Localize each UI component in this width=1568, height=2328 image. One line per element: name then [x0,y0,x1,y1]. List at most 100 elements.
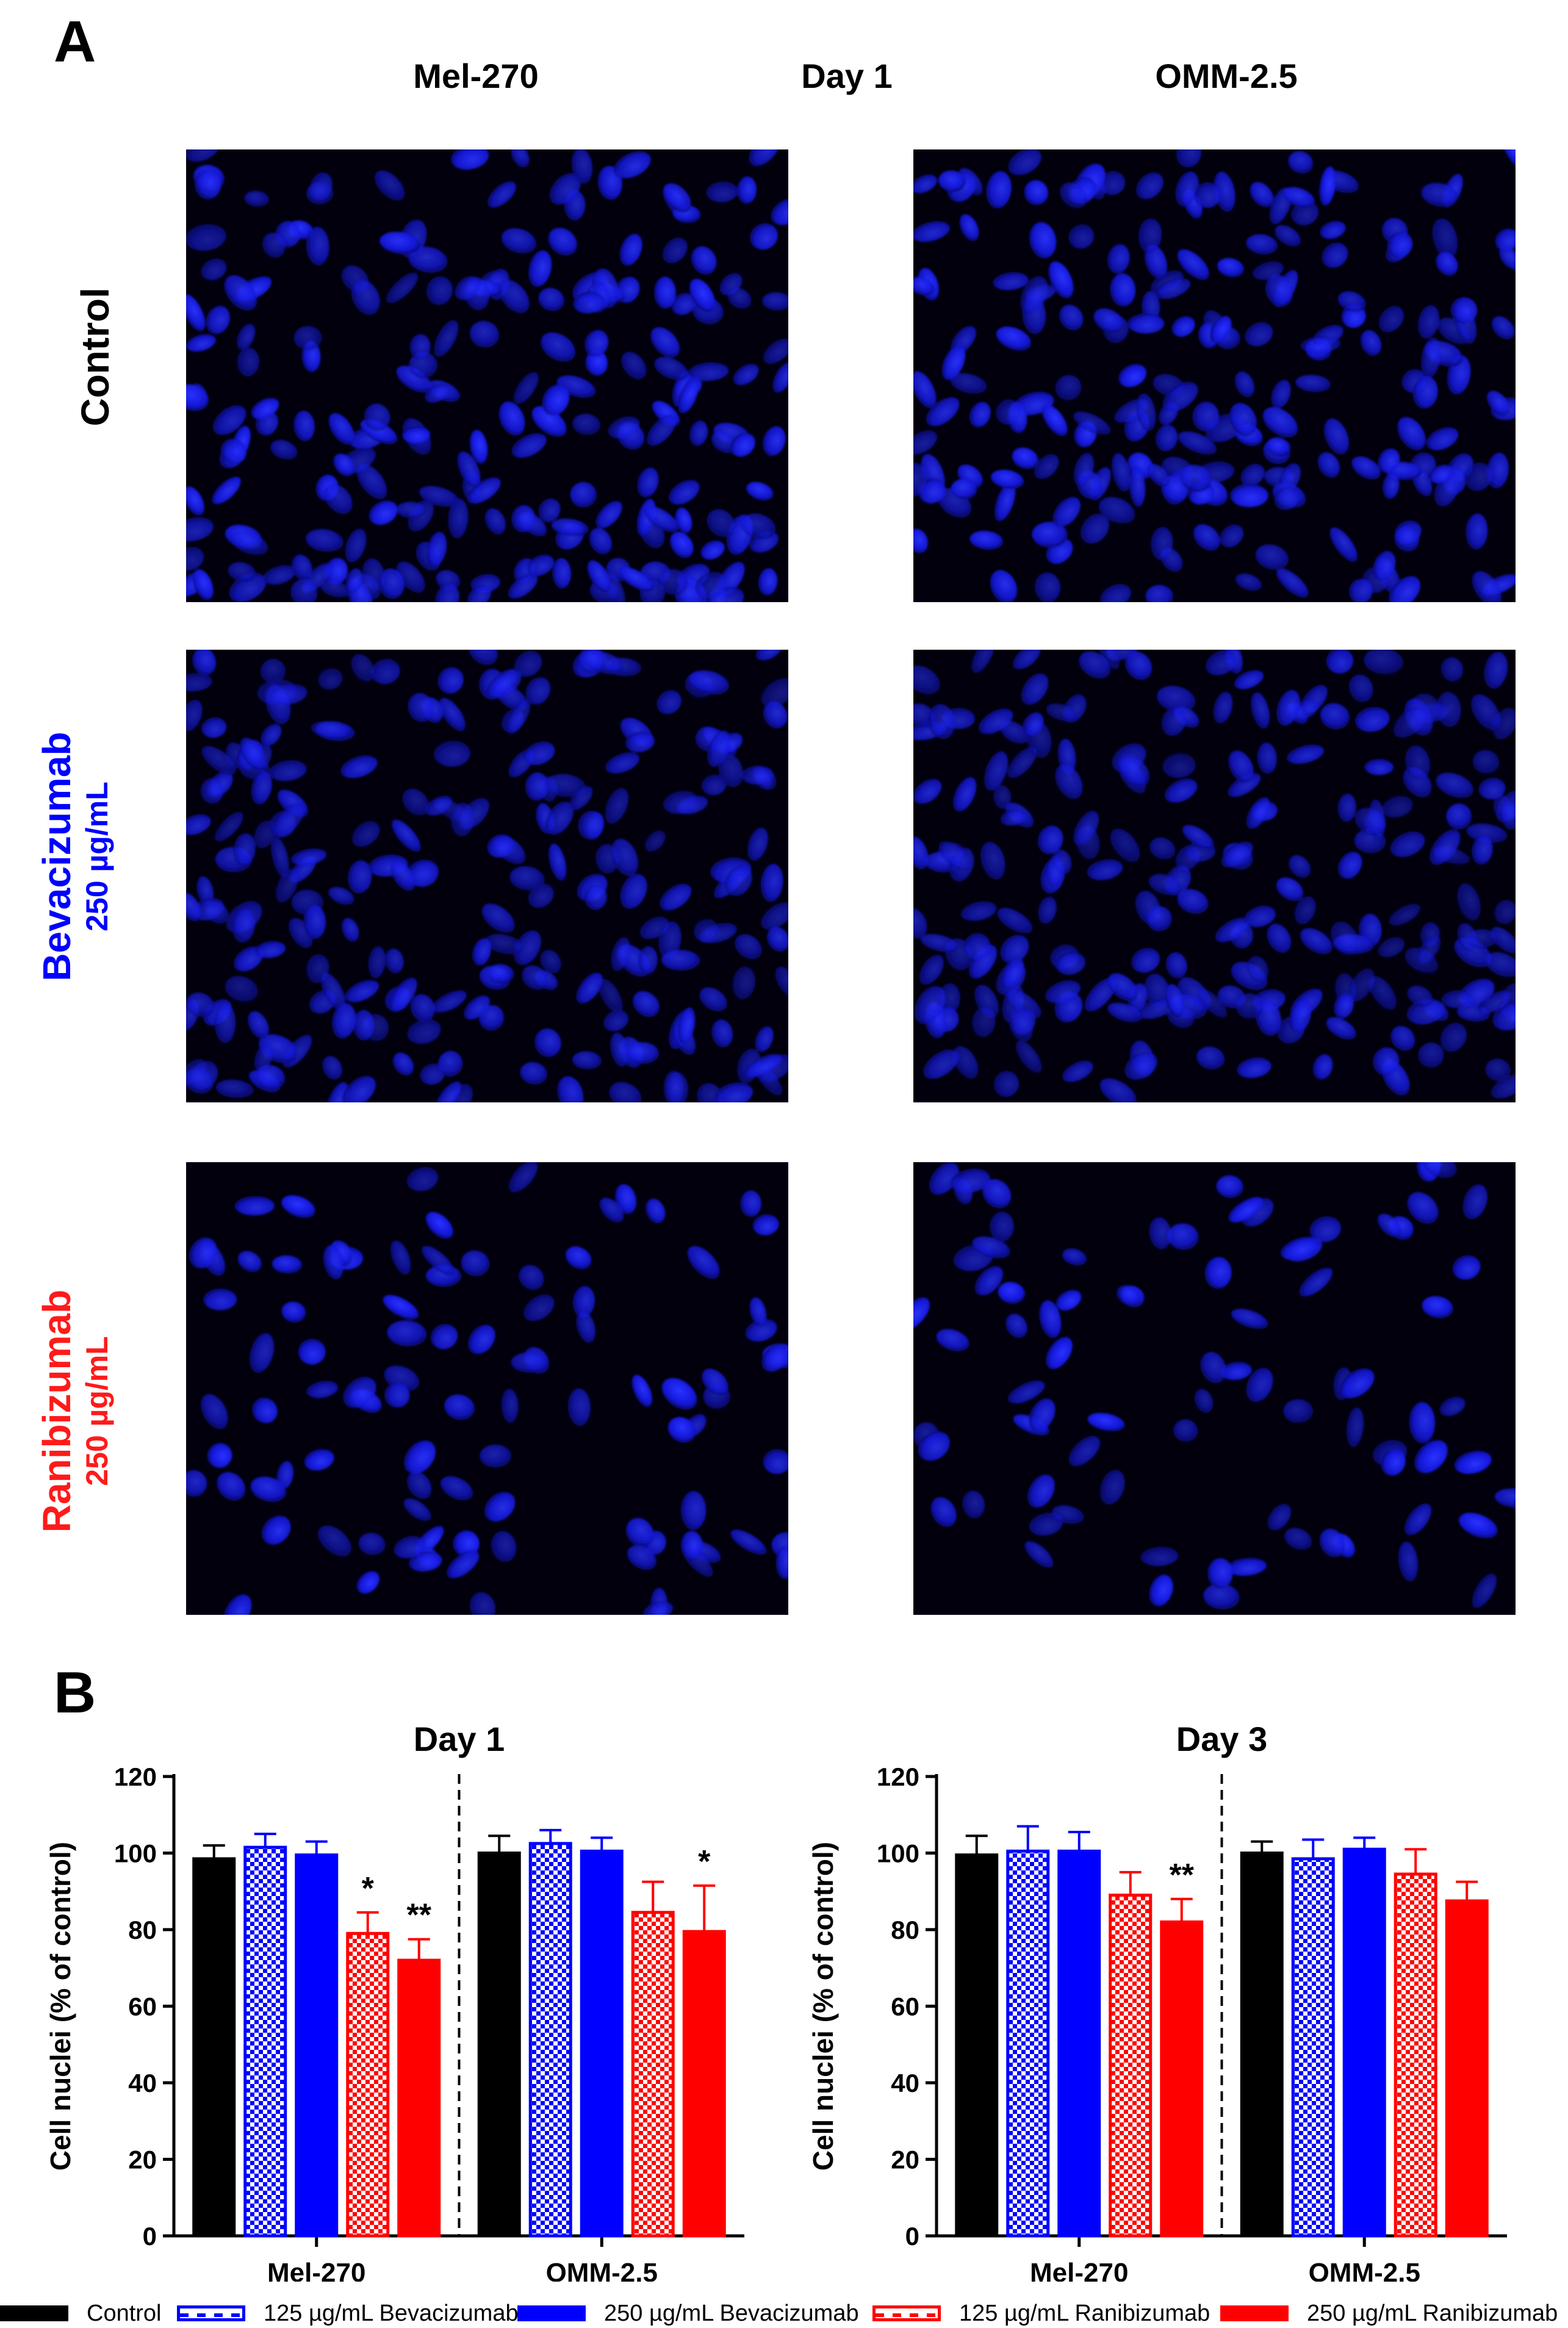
nucleus [384,948,404,974]
nucleus [1329,527,1358,562]
nucleus [1252,261,1284,280]
nucleus [974,1266,1003,1296]
nucleus [761,1345,788,1372]
nucleus [1394,526,1420,552]
nucleus [994,482,1016,522]
nucleus [1337,851,1362,879]
nucleus [186,1068,214,1094]
nucleus [732,966,756,1000]
panel-a-letter: A [54,9,96,74]
nucleus [971,1007,996,1038]
nucleus [1267,924,1292,954]
nucleus [661,949,700,971]
nucleus [578,650,606,674]
nucleus [625,731,655,753]
nucleus [1295,375,1331,393]
nucleus [328,886,354,905]
nucleus [1439,1396,1466,1417]
nucleus [1387,231,1413,258]
nucleus [631,1374,653,1407]
nucleus [1250,182,1274,207]
nucleus [1228,750,1254,783]
nucleus [668,480,700,505]
nucleus [1062,1060,1093,1082]
nucleus [472,938,491,966]
nucleus [232,909,256,943]
nucleus [1288,151,1314,174]
nucleus [741,513,776,539]
nucleus [186,892,201,922]
legend-swatch-bev250 [517,2305,586,2321]
nucleus [557,1076,584,1102]
nucleus [991,469,1024,489]
nucleus [962,1490,985,1519]
x-tick-label: OMM-2.5 [1309,2258,1420,2282]
nucleus [619,234,642,266]
nucleus [993,785,1012,810]
nucleus [306,182,334,205]
bar [1394,1872,1437,2238]
nucleus [506,699,531,735]
nucleus [1429,829,1461,865]
nucleus [478,1005,505,1031]
nucleus [422,1246,455,1276]
nucleus [1502,149,1516,170]
nucleus [522,965,548,991]
nucleus [237,1251,262,1273]
nucleus [570,482,597,508]
nucleus [1388,904,1420,926]
nucleus [1406,998,1445,1025]
nucleus [328,413,354,445]
nucleus [1110,828,1140,863]
nucleus [451,149,489,170]
nucleus [576,1310,596,1343]
nucleus [268,760,307,781]
nucleus [1398,1541,1419,1582]
nucleus [969,530,1004,550]
nucleus [1246,956,1269,983]
nucleus [1178,431,1217,455]
nucleus [1289,998,1312,1033]
nucleus [351,279,380,315]
nucleus [1068,224,1095,249]
nucleus [420,1063,445,1085]
nucleus [740,1190,761,1217]
nucleus [1348,968,1375,1002]
nucleus [541,332,576,362]
nucleus [660,883,692,911]
nucleus [1293,896,1316,925]
nucleus [730,433,755,457]
nucleus [1150,526,1173,561]
nucleus [186,699,203,731]
nucleus [1267,1503,1292,1531]
nucleus [1192,401,1220,432]
nucleus [514,650,542,677]
nucleus [520,1062,548,1085]
nucleus [542,384,570,415]
nucleus [247,1011,269,1039]
nucleus [1346,1407,1364,1448]
nucleus [755,650,783,661]
nucleus [913,703,935,728]
nucleus [587,560,611,593]
nucleus [1262,407,1298,438]
nucleus [1029,1398,1056,1432]
nucleus [658,921,682,959]
nucleus [407,1018,441,1044]
nucleus [304,1449,334,1471]
nucleus [402,788,430,816]
x-tick-label: Mel-270 [267,2258,365,2282]
nucleus [402,426,431,444]
nucleus [320,580,351,598]
y-tick-label: 0 [905,2222,919,2251]
nucleus [425,384,450,403]
nucleus [1478,777,1506,800]
nucleus [637,467,659,498]
column-header-mel270: Mel-270 [413,57,539,95]
nucleus [1323,419,1349,455]
nucleus [1155,278,1191,300]
nucleus [724,865,752,896]
nucleus [469,429,488,464]
nucleus [1118,364,1147,387]
bar [192,1857,236,2238]
